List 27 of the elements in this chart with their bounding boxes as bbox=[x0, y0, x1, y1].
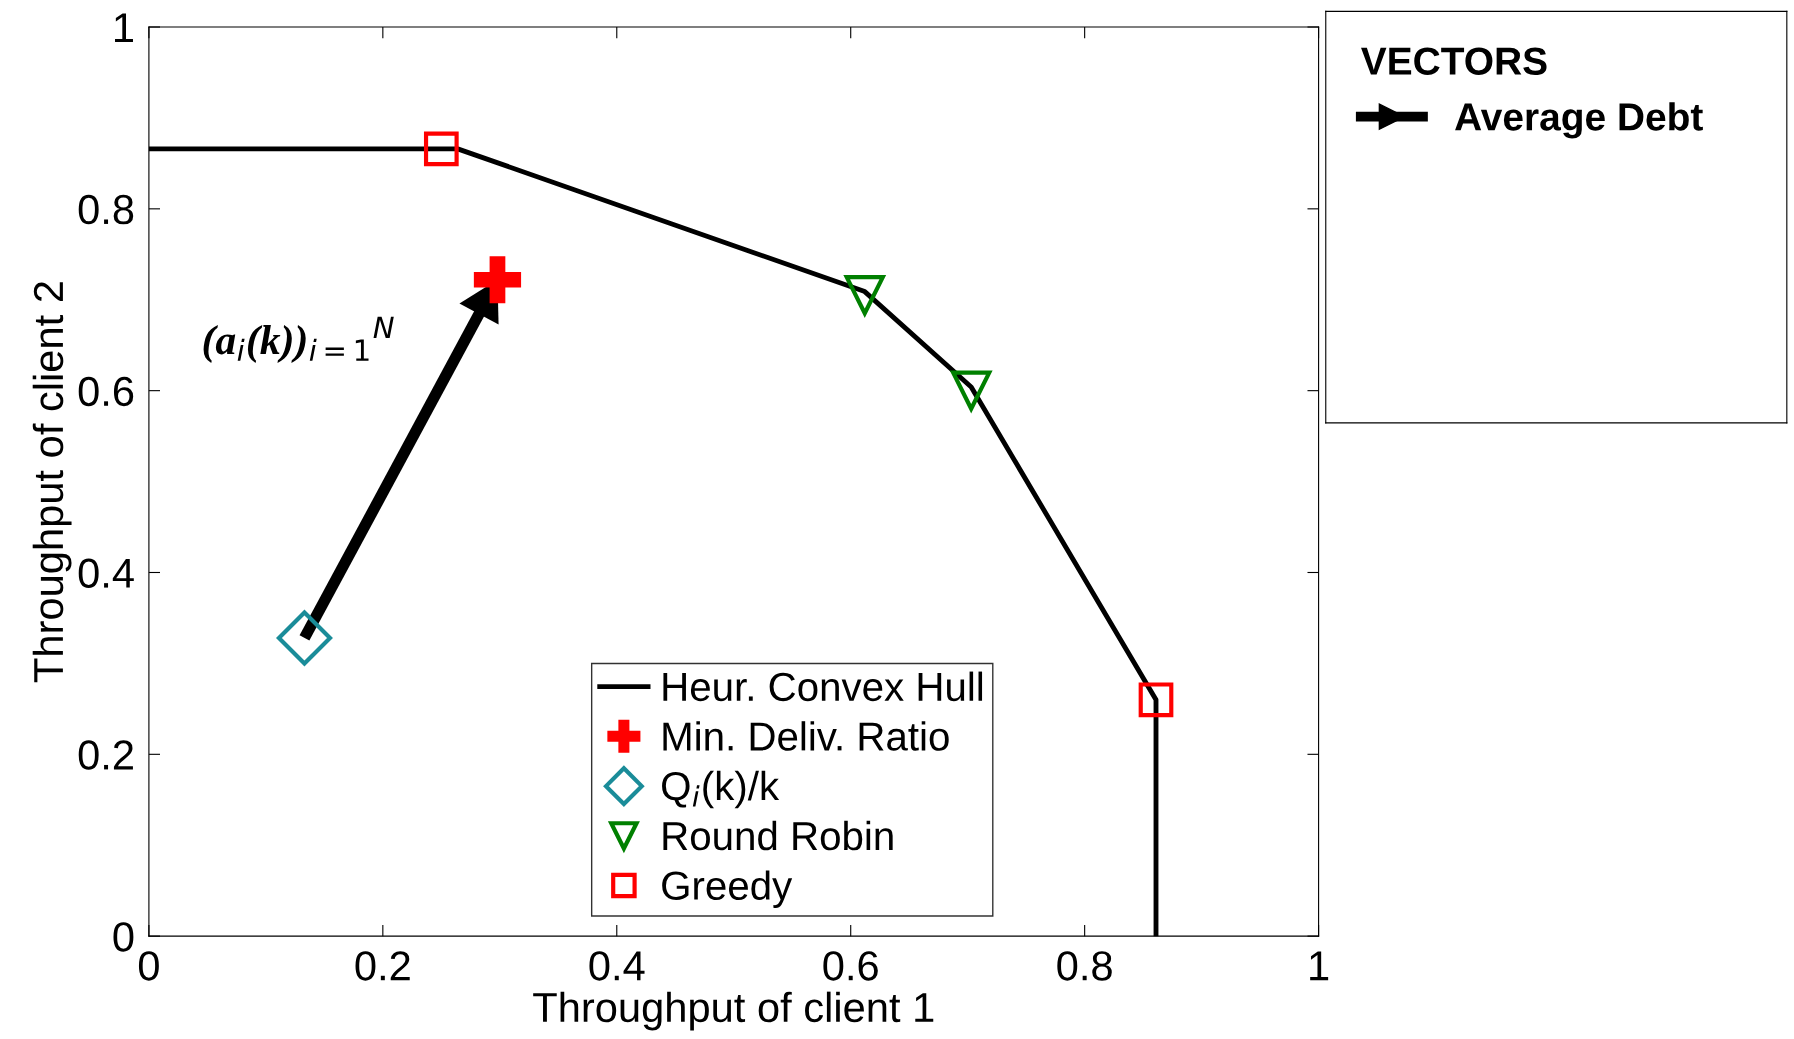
y-tick-label: 0 bbox=[113, 922, 134, 952]
x-tick-label: 1 bbox=[1310, 951, 1329, 981]
y-axis-title: Throughput of client 2 bbox=[32, 282, 72, 683]
legend-label: Heur. Convex Hull bbox=[663, 671, 983, 702]
x-axis-title: Throughput of client 1 bbox=[533, 991, 934, 1031]
x-tick-label: 0.8 bbox=[1057, 951, 1112, 981]
y-tick-label: 0.6 bbox=[78, 376, 134, 407]
point bbox=[473, 256, 522, 304]
x-tick-label: 0.6 bbox=[823, 951, 878, 981]
x-tick-label: 0.4 bbox=[589, 951, 645, 981]
legend-label: Round Robin bbox=[663, 820, 893, 851]
legend-title: VECTORS bbox=[1361, 47, 1547, 75]
y-tick-label: 1 bbox=[115, 13, 133, 43]
legend-label: Greedy bbox=[662, 870, 793, 908]
legend-label: Min. Deliv. Ratio bbox=[663, 721, 949, 751]
legend-label: Q$_{i}$(k)/k bbox=[662, 770, 780, 809]
point bbox=[423, 131, 459, 167]
annotation: (a$_{i}$(k))$_{i=1}$$^{N}$ bbox=[203, 316, 394, 363]
x-tick-label: 0.2 bbox=[355, 951, 410, 981]
point bbox=[843, 275, 887, 318]
y-tick-label: 0.2 bbox=[78, 740, 133, 770]
point bbox=[1138, 682, 1174, 718]
point bbox=[276, 610, 333, 666]
x-tick-label: 0 bbox=[138, 951, 159, 981]
legend-label: Average Debt bbox=[1455, 102, 1703, 139]
y-tick-label: 0.4 bbox=[78, 558, 134, 588]
y-tick-label: 0.8 bbox=[78, 194, 134, 225]
